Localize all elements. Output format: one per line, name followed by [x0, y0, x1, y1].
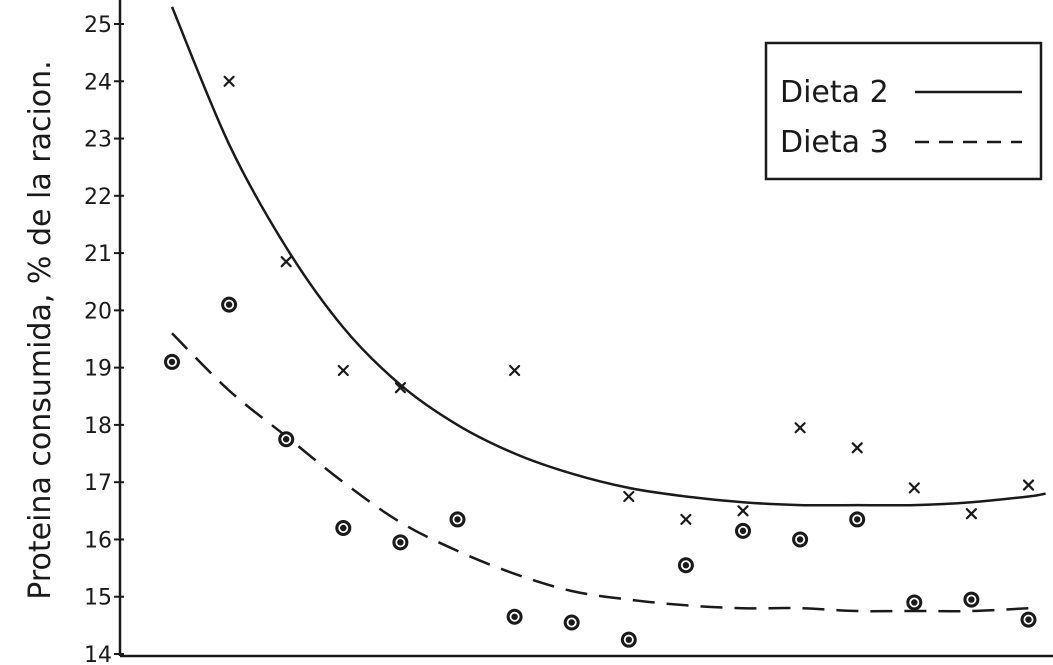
point-dieta-2-11	[965, 508, 978, 520]
point-dieta-2-5	[623, 490, 635, 503]
y-tick-label: 19	[84, 357, 112, 382]
point-dieta-3-2	[278, 431, 295, 448]
legend: Dieta 2 Dieta 3	[764, 41, 1043, 181]
point-dieta-3-4	[392, 534, 409, 551]
point-dieta-3-8	[620, 631, 637, 648]
y-tick-label: 23	[84, 128, 112, 153]
y-tick-label: 15	[84, 586, 112, 611]
point-dieta-2-8	[794, 422, 806, 434]
y-tick-label: 14	[84, 643, 112, 665]
point-dieta-2-6	[680, 513, 692, 526]
y-tick-label: 25	[84, 13, 112, 38]
y-tick-label: 24	[84, 70, 112, 95]
fit-curves	[170, 6, 1046, 613]
point-dieta-3-1	[221, 296, 238, 313]
point-dieta-3-13	[906, 594, 923, 611]
fit-line-dieta-3	[171, 332, 1029, 613]
point-dieta-2-7	[737, 505, 749, 517]
axes	[118, 0, 1053, 658]
point-dieta-3-3	[335, 520, 352, 536]
point-dieta-2-2	[337, 364, 349, 377]
y-tick-label: 17	[84, 471, 112, 496]
point-dieta-2-1	[280, 256, 292, 268]
fit-line-dieta-2	[170, 6, 1046, 507]
point-dieta-3-9	[677, 557, 694, 574]
point-dieta-3-7	[563, 614, 580, 631]
point-dieta-3-0	[164, 353, 180, 370]
point-dieta-3-10	[735, 522, 751, 539]
point-dieta-3-11	[792, 531, 809, 548]
point-dieta-2-0	[223, 75, 235, 87]
y-tick-label: 20	[84, 299, 112, 324]
legend-label-dieta-3: Dieta 3	[780, 125, 889, 160]
legend-box	[764, 41, 1043, 181]
point-dieta-2-10	[908, 482, 920, 494]
point-dieta-3-15	[1020, 611, 1037, 628]
y-tick-label: 18	[84, 414, 112, 439]
y-ticks: 14 15 16 17 18 19 20 21 22 23 24 25	[84, 13, 124, 665]
point-dieta-3-14	[963, 591, 980, 608]
point-dieta-2-3	[394, 382, 406, 394]
point-dieta-2-4	[509, 364, 521, 377]
data-points	[164, 75, 1037, 648]
point-dieta-2-9	[851, 442, 863, 454]
point-dieta-3-5	[449, 511, 466, 528]
y-tick-label: 16	[84, 528, 112, 553]
point-dieta-3-12	[849, 511, 866, 528]
y-tick-label: 22	[84, 185, 112, 210]
y-axis-label: Proteina consumida, % de la racion.	[23, 60, 58, 599]
y-tick-label: 21	[84, 242, 112, 267]
point-dieta-2-12	[1022, 479, 1035, 491]
legend-label-dieta-2: Dieta 2	[780, 75, 889, 110]
point-dieta-3-6	[506, 608, 523, 625]
